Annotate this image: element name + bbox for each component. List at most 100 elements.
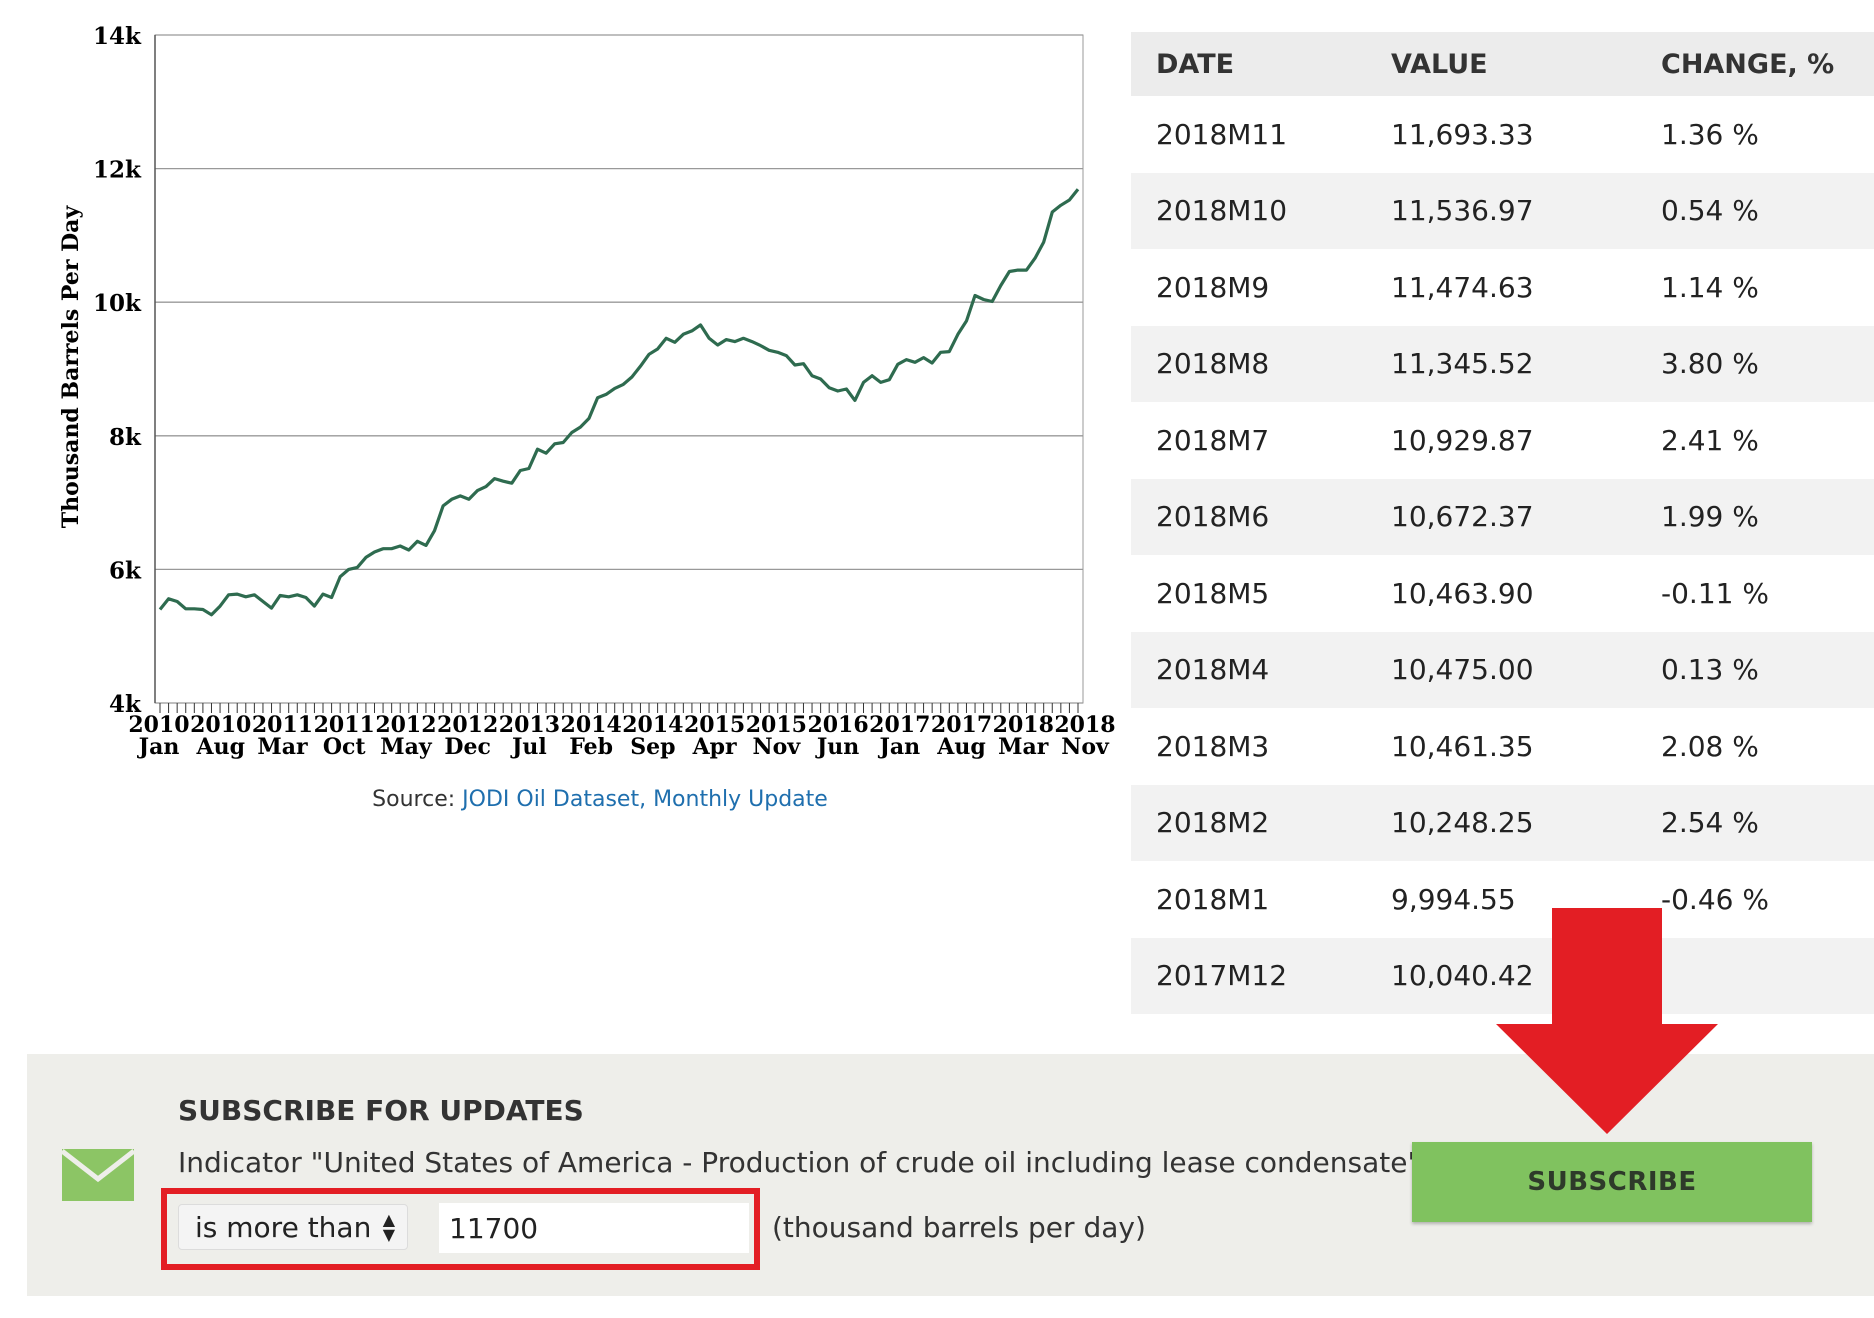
cell-date: 2018M1 [1156,882,1270,916]
chart-source: Source: JODI Oil Dataset, Monthly Update [300,787,900,812]
cell-date: 2018M4 [1156,653,1270,687]
cell-change: -0.11 % [1661,576,1769,610]
table-row: 2017M12 10,040.42 [1131,937,1874,1014]
header-value: VALUE [1391,48,1488,80]
x-tick-label-month: Feb [569,734,613,760]
x-tick-label-month: May [380,734,433,760]
x-tick-label-year: 2011 [314,712,375,738]
x-tick-label-year: 2017 [869,712,930,738]
x-tick-label-year: 2018 [993,712,1054,738]
unit-label: (thousand barrels per day) [772,1211,1146,1244]
table-row: 2018M10 11,536.97 0.54 % [1131,172,1874,249]
cell-date: 2018M10 [1156,194,1288,228]
x-tick-label-year: 2015 [746,712,807,738]
x-tick-label-year: 2012 [437,712,498,738]
x-tick-label-month: Oct [323,734,367,760]
cell-value: 11,474.63 [1391,270,1534,304]
x-tick-label-month: Aug [196,734,245,760]
y-tick-label: 10k [93,290,142,317]
cell-change: 2.54 % [1661,806,1759,840]
cell-value: 10,929.87 [1391,423,1534,457]
condition-select-value: is more than [195,1210,372,1244]
cell-value: 10,475.00 [1391,653,1534,687]
red-arrow-icon [1496,908,1718,1134]
x-tick-label-year: 2014 [622,712,683,738]
cell-change: 0.13 % [1661,653,1759,687]
x-tick-label-month: Apr [692,734,737,760]
cell-value: 11,536.97 [1391,194,1534,228]
cell-change: -0.46 % [1661,882,1769,916]
cell-change: 0.54 % [1661,194,1759,228]
cell-change: 1.36 % [1661,117,1759,151]
cell-date: 2018M5 [1156,576,1270,610]
condition-highlight-box [161,1188,760,1270]
cell-date: 2018M7 [1156,423,1270,457]
series-line [158,188,1080,617]
subscribe-panel: SUBSCRIBE FOR UPDATES Indicator "United … [27,1054,1874,1296]
cell-change: 2.08 % [1661,729,1759,763]
y-tick-label: 6k [109,557,142,584]
cell-change: 2.41 % [1661,423,1759,457]
x-tick-label-year: 2014 [561,712,622,738]
x-tick-label-year: 2012 [375,712,436,738]
x-tick-label-year: 2010 [128,712,189,738]
x-tick-label-year: 2015 [684,712,745,738]
mail-icon [62,1149,134,1201]
cell-value: 10,461.35 [1391,729,1534,763]
table-row: 2018M7 10,929.87 2.41 % [1131,402,1874,479]
x-tick-label-year: 2011 [252,712,313,738]
production-line-chart: 4k6k8k10k12k14k2010Jan2010Aug2011Mar2011… [58,23,1116,760]
x-tick-label-month: Dec [444,734,490,760]
header-change: CHANGE, % [1661,48,1835,80]
table-header: DATE VALUE CHANGE, % [1131,32,1874,96]
x-tick-label-month: Jul [510,734,547,760]
cell-date: 2018M3 [1156,729,1270,763]
cell-date: 2018M11 [1156,117,1288,151]
threshold-input[interactable] [439,1203,749,1253]
data-table: DATE VALUE CHANGE, % 2018M11 11,693.33 1… [1131,32,1874,1014]
cell-value: 10,248.25 [1391,806,1534,840]
table-row: 2018M3 10,461.35 2.08 % [1131,708,1874,785]
table-row: 2018M1 9,994.55 -0.46 % [1131,861,1874,938]
cell-date: 2017M12 [1156,959,1288,993]
cell-change: 3.80 % [1661,347,1759,381]
cell-date: 2018M9 [1156,270,1270,304]
y-tick-label: 12k [93,157,142,184]
x-tick-label-month: Nov [1061,734,1110,760]
cell-value: 9,994.55 [1391,882,1516,916]
cell-change: 1.99 % [1661,500,1759,534]
y-tick-label: 8k [109,424,142,451]
condition-select[interactable]: is more than ▲ ▼ [178,1204,408,1250]
source-link-dataset[interactable]: JODI Oil Dataset, [462,787,647,812]
y-tick-label: 4k [109,691,142,718]
cell-value: 11,345.52 [1391,347,1534,381]
table-row: 2018M11 11,693.33 1.36 % [1131,96,1874,173]
table-row: 2018M4 10,475.00 0.13 % [1131,631,1874,708]
table-row: 2018M8 11,345.52 3.80 % [1131,325,1874,402]
x-tick-label-month: Mar [257,734,308,760]
x-tick-label-month: Mar [998,734,1049,760]
table-row: 2018M2 10,248.25 2.54 % [1131,784,1874,861]
x-tick-label-month: Sep [630,734,675,760]
cell-change: 1.14 % [1661,270,1759,304]
plot-frame [154,34,1084,704]
x-tick-label-month: Jun [815,734,859,760]
select-arrows-icon: ▲ ▼ [382,1210,395,1244]
table-row: 2018M6 10,672.37 1.99 % [1131,478,1874,555]
cell-value: 10,463.90 [1391,576,1534,610]
table-row: 2018M5 10,463.90 -0.11 % [1131,555,1874,632]
y-tick-label: 14k [93,23,142,50]
indicator-description: Indicator "United States of America - Pr… [178,1146,1421,1179]
x-tick-label-year: 2010 [190,712,251,738]
cell-value: 10,040.42 [1391,959,1534,993]
source-prefix: Source: [372,787,456,812]
subscribe-title: SUBSCRIBE FOR UPDATES [178,1094,584,1127]
x-tick-label-year: 2017 [931,712,992,738]
subscribe-button[interactable]: SUBSCRIBE [1412,1142,1812,1222]
x-tick-label-month: Aug [936,734,985,760]
x-tick-label-year: 2013 [499,712,560,738]
x-tick-label-year: 2018 [1054,712,1115,738]
source-link-update[interactable]: Monthly Update [653,787,828,812]
x-tick-label-month: Jan [137,734,180,760]
cell-date: 2018M6 [1156,500,1270,534]
